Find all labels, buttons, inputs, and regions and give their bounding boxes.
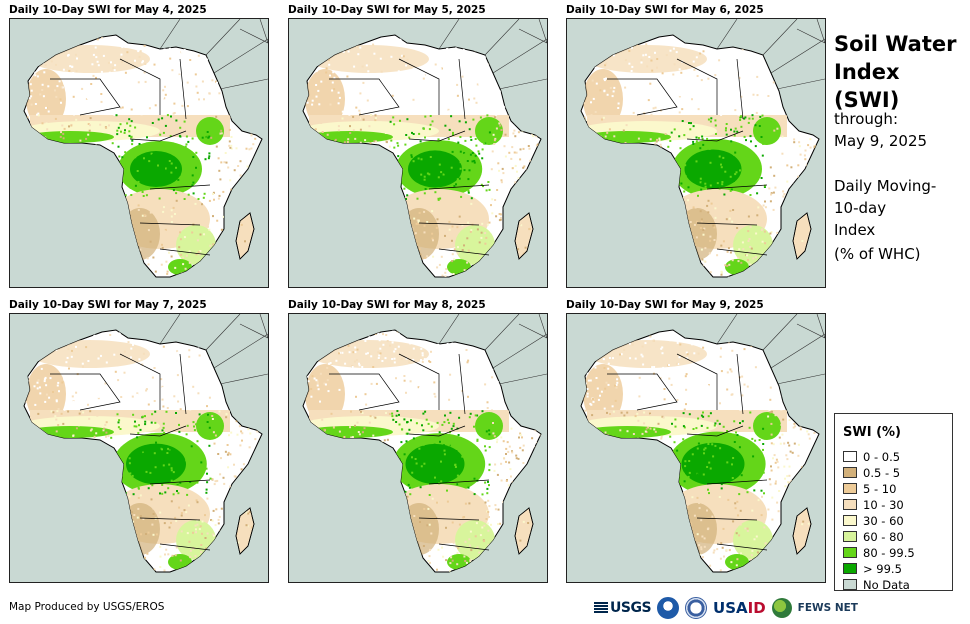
panel-title: Daily 10-Day SWI for May 9, 2025 [566, 299, 764, 311]
legend-label: 30 - 60 [863, 514, 904, 528]
legend-swatch [843, 515, 857, 526]
usgs-logo: USGS [594, 600, 652, 616]
main-title-line1: Soil Water [834, 32, 957, 56]
map-canvas [580, 19, 825, 278]
legend-swatch [843, 483, 857, 494]
legend-item: 60 - 80 [843, 531, 904, 544]
legend-label: 80 - 99.5 [863, 546, 915, 560]
main-title: Soil Water Index (SWI) [834, 30, 964, 114]
swi-legend: SWI (%) 0 - 0.5 0.5 - 5 5 - 10 10 - 30 3… [834, 413, 953, 592]
legend-title: SWI (%) [843, 425, 901, 440]
legend-label: 60 - 80 [863, 530, 904, 544]
africa-swi-map [288, 313, 548, 583]
usgs-waves-icon [594, 602, 608, 614]
seal-logo-icon [685, 597, 708, 619]
noaa-logo-icon [657, 597, 680, 619]
africa-swi-map [566, 18, 826, 288]
legend-item: 10 - 30 [843, 499, 904, 512]
panel-title: Daily 10-Day SWI for May 6, 2025 [566, 4, 764, 16]
map-canvas [23, 19, 268, 278]
map-canvas [302, 19, 547, 278]
through-label: through: [834, 110, 898, 128]
legend-swatch [843, 579, 857, 590]
africa-swi-map [566, 313, 826, 583]
map-credit: Map Produced by USGS/EROS [9, 601, 165, 613]
legend-item: 0.5 - 5 [843, 467, 900, 480]
description-line: Index [834, 221, 876, 239]
panel-title: Daily 10-Day SWI for May 7, 2025 [9, 299, 207, 311]
legend-item: 30 - 60 [843, 515, 904, 528]
africa-swi-map [288, 18, 548, 288]
legend-label: > 99.5 [863, 562, 902, 576]
legend-swatch [843, 531, 857, 542]
through-block: through: May 9, 2025 [834, 108, 964, 152]
legend-item: 5 - 10 [843, 483, 896, 496]
legend-label: No Data [863, 578, 910, 592]
legend-item: 0 - 0.5 [843, 451, 900, 464]
usgs-logo-text: USGS [610, 600, 652, 616]
description-line: Daily Moving- [834, 177, 937, 195]
legend-label: 10 - 30 [863, 498, 904, 512]
legend-label: 0.5 - 5 [863, 466, 901, 480]
main-title-line2: Index (SWI) [834, 60, 900, 112]
partner-logos: USGS USAID FEWS NET [594, 596, 858, 620]
usaid-logo: USAID [713, 599, 766, 617]
description-line: (% of WHC) [834, 245, 921, 263]
map-canvas [23, 314, 268, 573]
legend-item: 80 - 99.5 [843, 547, 915, 560]
legend-label: 5 - 10 [863, 482, 897, 496]
usaid-logo-text-a: USA [713, 599, 748, 617]
legend-item: No Data [843, 579, 910, 592]
description-line: 10-day [834, 199, 887, 217]
legend-swatch [843, 467, 857, 478]
legend-swatch [843, 451, 857, 462]
legend-swatch [843, 499, 857, 510]
through-date: May 9, 2025 [834, 132, 928, 150]
map-canvas [302, 314, 547, 573]
legend-item: > 99.5 [843, 563, 902, 576]
panel-title: Daily 10-Day SWI for May 8, 2025 [288, 299, 486, 311]
usaid-logo-text-b: ID [747, 599, 766, 617]
legend-label: 0 - 0.5 [863, 450, 901, 464]
index-description: Daily Moving- 10-day Index (% of WHC) [834, 175, 964, 265]
fews-net-logo: FEWS NET [797, 602, 858, 614]
globe-logo-icon [771, 598, 792, 618]
africa-swi-map [9, 313, 269, 583]
map-canvas [580, 314, 825, 573]
legend-swatch [843, 563, 857, 574]
panel-title: Daily 10-Day SWI for May 5, 2025 [288, 4, 486, 16]
africa-swi-map [9, 18, 269, 288]
legend-swatch [843, 547, 857, 558]
panel-title: Daily 10-Day SWI for May 4, 2025 [9, 4, 207, 16]
